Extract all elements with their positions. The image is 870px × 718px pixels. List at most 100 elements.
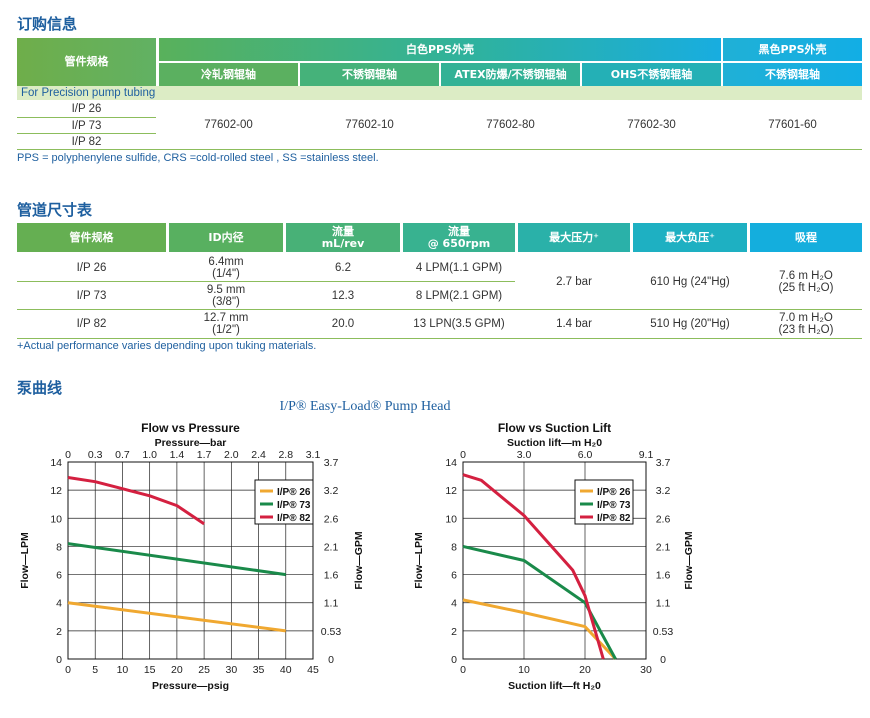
x-tick-label: 25 [198, 664, 210, 676]
dim-header: ID内径 [169, 223, 283, 252]
top-tick-label: 0.3 [88, 449, 103, 461]
y-tick-label: 12 [50, 485, 62, 497]
series-line-1 [67, 601, 286, 633]
dim-flow-rpm: 8 LPM(2.1 GPM) [415, 289, 503, 302]
series-line-2 [67, 542, 287, 577]
y-tick-label: 0 [451, 654, 457, 666]
dim-id: 12.7 mm (1/2") [203, 311, 249, 336]
dim-header: 最大压力⁺ [518, 223, 630, 252]
right-tick-label: 3.7 [324, 457, 339, 469]
y-tick-label: 10 [50, 513, 62, 525]
dim-header: 吸程 [750, 223, 862, 252]
y-tick-label: 14 [445, 457, 457, 469]
series-line-3 [67, 476, 205, 526]
dim-tubing: I/P 73 [76, 289, 107, 302]
top-axis-label: Pressure—bar [155, 437, 227, 449]
top-tick-label: 1.4 [170, 449, 185, 461]
top-tick-label: 6.0 [578, 449, 593, 461]
right-tick-label: 2.1 [656, 541, 671, 553]
pump-head-title: I/P® Easy-Load® Pump Head [279, 399, 451, 414]
right-axis-label: Flow—GPM [683, 531, 695, 590]
y-tick-label: 8 [451, 541, 457, 553]
part-number: 77602-80 [486, 119, 535, 131]
order-subheader: 冷轧钢辊轴 [159, 63, 298, 86]
legend-label: I/P® 26 [277, 487, 311, 498]
y-tick-label: 0 [56, 654, 62, 666]
x-tick-label: 35 [253, 664, 265, 676]
right-tick-label: 2.6 [324, 513, 339, 525]
top-tick-label: 3.0 [517, 449, 532, 461]
dim-tubing: I/P 82 [76, 317, 107, 330]
table-bottom-line [17, 149, 862, 150]
pump-curve-title: 泵曲线 [17, 379, 63, 397]
band-label: For Precision pump tubing [21, 87, 156, 99]
top-tick-label: 2.0 [224, 449, 239, 461]
order-subheader: 不锈钢辊轴 [723, 63, 862, 86]
legend-label: I/P® 73 [277, 500, 311, 511]
legend-label: I/P® 82 [597, 513, 631, 524]
y-tick-label: 2 [451, 626, 457, 638]
order-subheader: ATEX防爆/不锈钢辊轴 [441, 63, 580, 86]
part-number: 77602-30 [627, 119, 676, 131]
order-tubing: I/P 26 [71, 102, 102, 115]
x-tick-label: 45 [307, 664, 319, 676]
chart-title: Flow vs Suction Lift [498, 421, 611, 435]
top-tick-label: 3.1 [306, 449, 321, 461]
right-tick-label: 2.6 [656, 513, 671, 525]
black-housing-header: 黑色PPS外壳 [723, 38, 862, 61]
dim-header: 最大负压⁺ [633, 223, 747, 252]
top-tick-label: 2.8 [278, 449, 293, 461]
dim-id: 9.5 mm (3/8") [206, 283, 246, 308]
y-tick-label: 4 [451, 598, 457, 610]
right-tick-label: 0.53 [653, 626, 674, 638]
flow-vs-suction-chart: Flow vs Suction Lift Suction lift—m H₂0 0 1… [413, 421, 695, 692]
dim-flow-rpm: 4 LPM(1.1 GPM) [415, 261, 503, 274]
legend-label: I/P® 82 [277, 513, 311, 524]
top-tick-label: 1.7 [197, 449, 212, 461]
right-tick-label: 0 [328, 654, 334, 666]
right-tick-label: 2.1 [324, 541, 339, 553]
part-number: 77602-00 [204, 119, 253, 131]
suction-lift: 7.6 m H₂O (25 ft H₂O) [778, 269, 834, 294]
series-line-3 [462, 473, 605, 660]
top-axis-label: Suction lift—m H₂0 [507, 437, 602, 449]
order-info-title: 订购信息 [17, 15, 78, 33]
y-tick-label: 14 [50, 457, 62, 469]
dim-flow-rev: 6.2 [335, 261, 351, 274]
max-vacuum: 610 Hg (24"Hg) [650, 275, 730, 288]
x-tick-label: 15 [144, 664, 156, 676]
dim-header: 流量 mL/rev [286, 223, 400, 252]
row-divider [17, 281, 515, 282]
dim-header: 管件规格 [17, 223, 166, 252]
table-bottom-line [17, 338, 862, 339]
y-axis-label: Flow—LPM [20, 532, 31, 589]
part-number: 77601-60 [768, 119, 817, 131]
right-tick-label: 1.1 [324, 598, 339, 610]
row-divider [17, 309, 862, 310]
y-tick-label: 6 [56, 570, 62, 582]
suction-lift: 7.0 m H₂O (23 ft H₂O) [778, 311, 834, 336]
top-tick-label: 9.1 [639, 449, 654, 461]
order-col-tubing: 管件规格 [17, 38, 156, 86]
right-tick-label: 0 [660, 654, 666, 666]
top-tick-label: 0.7 [115, 449, 130, 461]
x-tick-label: 20 [171, 664, 183, 676]
legend-label: I/P® 26 [597, 487, 631, 498]
right-tick-label: 0.53 [321, 626, 342, 638]
dim-flow-rev: 12.3 [331, 289, 355, 302]
plot-frame [462, 461, 647, 660]
order-note: PPS = polyphenylene sulfide, CRS =cold-r… [17, 152, 379, 164]
series-line-2 [462, 544, 617, 660]
order-tubing: I/P 82 [71, 135, 102, 148]
y-tick-label: 6 [451, 570, 457, 582]
part-number: 77602-10 [345, 119, 394, 131]
y-axis-label: Flow—LPM [413, 532, 425, 589]
legend-label: I/P® 73 [597, 500, 631, 511]
top-tick-label: 0 [65, 449, 71, 461]
x-tick-label: 10 [117, 664, 129, 676]
x-tick-label: 30 [640, 664, 652, 676]
y-tick-label: 10 [445, 513, 457, 525]
dim-tubing: I/P 26 [76, 261, 107, 274]
x-tick-label: 10 [518, 664, 530, 676]
